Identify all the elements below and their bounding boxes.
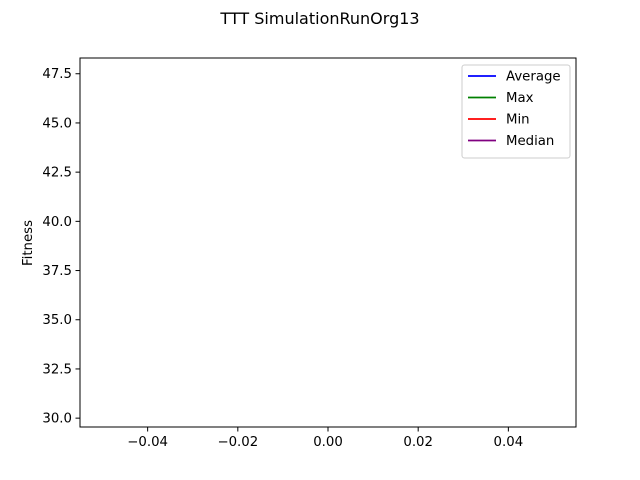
chart-title: TTT SimulationRunOrg13: [219, 9, 419, 28]
legend-box: [461, 64, 571, 159]
legend-label-max: Max: [506, 91, 534, 106]
y-tick-label: 30.0: [42, 412, 72, 427]
legend: Average Max Min Median: [461, 64, 571, 159]
x-tick-label: 0.04: [494, 435, 524, 450]
y-tick-label: 35.0: [42, 313, 72, 328]
y-axis-label: Fitness: [21, 220, 36, 266]
y-tick-label: 37.5: [42, 264, 72, 279]
y-tick-label: 32.5: [42, 362, 72, 377]
y-tick-label: 47.5: [42, 67, 72, 82]
x-tick-label: −0.04: [127, 435, 168, 450]
x-tick-label: −0.02: [217, 435, 258, 450]
legend-label-average: Average: [506, 70, 561, 85]
x-tick-label: 0.00: [313, 435, 343, 450]
y-tick-label: 40.0: [42, 215, 72, 230]
y-tick-label: 42.5: [42, 166, 72, 181]
legend-label-min: Min: [506, 113, 530, 128]
x-tick-label: 0.02: [403, 435, 433, 450]
y-tick-label: 45.0: [42, 116, 72, 131]
plot-area: −0.04 −0.02 0.00 0.02 0.04 30.0 32.5 35.0 37.5 40…: [42, 57, 577, 450]
legend-label-median: Median: [506, 134, 554, 149]
